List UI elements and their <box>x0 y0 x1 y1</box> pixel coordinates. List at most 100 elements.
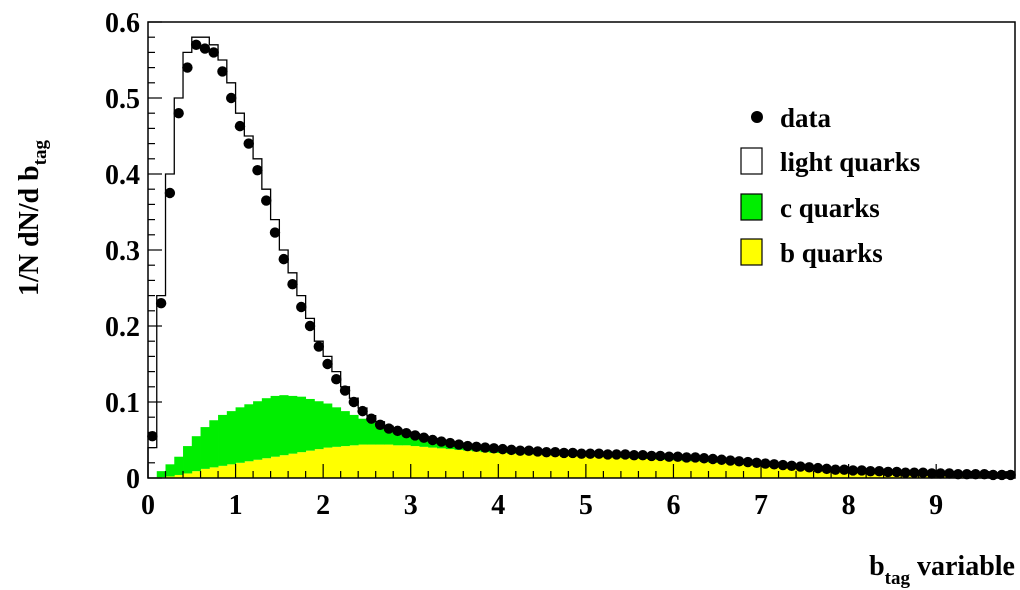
b-quarks-bar <box>699 462 709 478</box>
b-quarks-bar <box>366 444 377 478</box>
b-quarks-bars <box>156 444 1016 478</box>
b-quarks-bar <box>209 467 219 478</box>
c-quarks-bar <box>209 420 219 468</box>
b-quarks-bar <box>323 447 333 478</box>
b-quarks-bar <box>507 453 517 478</box>
b-quarks-bar <box>489 452 499 478</box>
c-quarks-bar <box>200 427 210 469</box>
legend-label: light quarks <box>780 147 920 177</box>
b-quarks-bar <box>437 448 447 478</box>
b-quarks-bar <box>585 456 596 478</box>
b-quarks-bar <box>200 468 210 478</box>
b-quarks-bar <box>594 456 604 478</box>
b-quarks-bar <box>384 444 394 478</box>
c-quarks-bar <box>419 439 429 447</box>
c-quarks-bar <box>156 471 166 478</box>
b-quarks-bar <box>393 445 403 478</box>
y-tick-label: 0.5 <box>105 84 140 115</box>
x-axis-title: btag variable <box>869 551 1015 589</box>
axis-ticks <box>147 21 1007 479</box>
c-quarks-bar <box>191 436 201 472</box>
c-quarks-bar <box>384 429 394 445</box>
y-axis-title: 1/N dN/d btag <box>14 139 51 296</box>
c-quarks-bar <box>366 422 377 445</box>
b-quarks-bar <box>375 444 385 478</box>
x-axis-title-main: b <box>869 551 885 582</box>
b-quarks-bar <box>340 446 350 478</box>
b-quarks-bar <box>270 456 280 478</box>
b-quarks-bar <box>445 449 455 478</box>
b-quarks-bar <box>235 462 245 478</box>
x-tick-label: 5 <box>579 490 593 521</box>
b-quarks-bar <box>226 464 236 478</box>
c-quarks-bar <box>401 434 412 446</box>
b-quarks-bar <box>603 457 613 478</box>
c-quarks-bar <box>323 403 333 448</box>
b-quarks-bar <box>165 476 175 478</box>
y-tick-label: 0 <box>126 464 140 495</box>
x-tick-label: 2 <box>316 490 330 521</box>
b-quarks-bar <box>463 450 473 478</box>
y-tick-label: 0.1 <box>105 388 140 419</box>
b-quarks-bar <box>498 452 508 478</box>
b-quarks-bar <box>620 458 631 478</box>
c-quarks-bar <box>288 395 298 454</box>
c-quarks-bar <box>296 396 307 453</box>
c-quarks-bar <box>410 436 420 447</box>
c-quarks-bar <box>244 404 254 462</box>
b-quarks-bar <box>638 459 648 478</box>
b-quarks-bar <box>454 449 464 478</box>
c-quarks-bar <box>226 411 236 465</box>
b-quarks-bar <box>559 455 569 478</box>
y-tick-label: 0.2 <box>105 312 140 343</box>
b-quarks-bar <box>708 462 718 478</box>
y-axis-title-sub: tag <box>30 139 51 165</box>
b-quarks-bar <box>533 454 543 478</box>
y-tick-labels: 0 0.1 0.2 0.3 0.4 0.5 0.6 <box>105 8 140 495</box>
c-quarks-bar <box>183 446 193 474</box>
c-quarks-bar <box>331 407 342 447</box>
b-quarks-bar <box>261 458 272 478</box>
b-quarks-bar <box>410 446 420 478</box>
legend-marker-light <box>740 147 763 175</box>
b-quarks-bar <box>752 465 762 478</box>
b-quarks-bar <box>726 463 736 478</box>
b-quarks-bar <box>542 455 552 478</box>
b-quarks-bar <box>787 468 797 478</box>
b-quarks-bar <box>331 446 342 478</box>
b-quarks-bar <box>183 473 193 478</box>
x-tick-label: 6 <box>666 490 680 521</box>
b-quarks-bar <box>612 457 622 478</box>
b-quarks-bar <box>515 453 525 478</box>
c-quarks-bar <box>349 414 359 446</box>
c-quarks-bar <box>279 395 289 456</box>
c-quarks-bar <box>358 418 368 445</box>
c-quarks-bar <box>253 401 263 460</box>
x-axis-title-suffix: variable <box>910 551 1015 582</box>
b-quarks-bar <box>358 444 368 478</box>
b-quarks-bar <box>288 453 298 478</box>
legend-marker-c <box>740 193 763 221</box>
b-quarks-bar <box>191 471 201 478</box>
b-quarks-bar <box>647 459 657 478</box>
b-quarks-bar <box>734 464 744 478</box>
c-quarks-bars <box>156 395 1016 478</box>
b-quarks-bar <box>401 445 412 478</box>
b-quarks-bar <box>822 470 832 478</box>
b-quarks-bar <box>717 462 727 478</box>
x-tick-labels: 0 1 2 3 4 5 6 7 8 9 <box>141 490 943 521</box>
b-quarks-bar <box>480 452 490 478</box>
c-quarks-bar <box>235 407 245 463</box>
legend-marker-b <box>740 238 763 266</box>
b-quarks-bar <box>629 458 639 478</box>
b-quarks-bar <box>813 469 823 478</box>
data-points <box>147 39 1016 481</box>
b-quarks-bar <box>218 465 228 478</box>
y-tick-label: 0.6 <box>105 8 140 39</box>
b-quarks-bar <box>690 461 701 478</box>
c-quarks-bar <box>174 456 184 475</box>
b-quarks-bar <box>296 452 307 478</box>
legend-label: b quarks <box>780 238 883 268</box>
x-tick-label: 0 <box>141 490 155 521</box>
